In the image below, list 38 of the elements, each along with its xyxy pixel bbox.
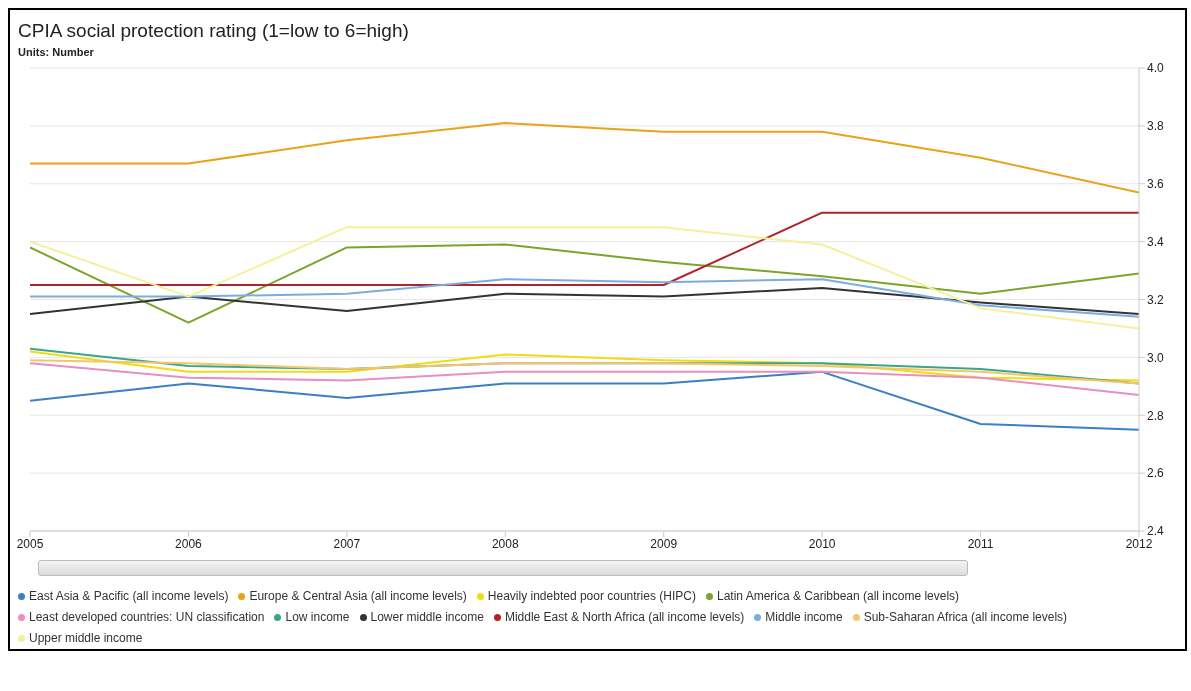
x-tick-label: 2012 (1125, 536, 1153, 551)
y-tick-label: 3.4 (1147, 234, 1165, 249)
x-tick-label: 2010 (808, 536, 836, 551)
legend-label: Lower middle income (369, 609, 484, 626)
y-tick-label: 3.2 (1147, 292, 1165, 307)
x-tick-label: 2007 (333, 536, 361, 551)
y-tick-label: 3.0 (1147, 350, 1165, 365)
y-tick-label: 3.8 (1147, 119, 1165, 134)
line-series (30, 286, 1139, 315)
chart-title: CPIA social protection rating (1=low to 6=high) (17, 19, 410, 43)
line-series (30, 226, 1139, 330)
y-tick-label: 2.4 (1147, 524, 1165, 539)
line-series (30, 278, 1139, 318)
x-tick-label: 2008 (491, 536, 519, 551)
legend-label: Low income (284, 609, 350, 626)
line-series (30, 121, 1139, 194)
legend-label: Upper middle income (28, 630, 143, 647)
y-tick-label: 3.6 (1147, 177, 1165, 192)
legend-label: Europe & Central Asia (all income levels) (248, 588, 467, 605)
x-tick-label: 2005 (16, 536, 44, 551)
legend-label: Middle income (764, 609, 843, 626)
legend-label: Latin America & Caribbean (all income levels) (715, 588, 960, 605)
x-tick-label: 2011 (967, 536, 994, 551)
legend-label: Least developed countries: UN classification (28, 609, 265, 626)
chart-subtitle: Units: Number (17, 45, 95, 60)
y-tick-label: 4.0 (1147, 61, 1165, 76)
line-series (30, 243, 1139, 324)
x-tick-label: 2009 (650, 536, 678, 551)
legend-label: Sub-Saharan Africa (all income levels) (862, 609, 1068, 626)
line-series (30, 359, 1139, 385)
line-series (30, 370, 1139, 431)
line-series (30, 362, 1139, 396)
x-tick-label: 2006 (175, 536, 203, 551)
legend-label: East Asia & Pacific (all income levels) (28, 588, 229, 605)
legend-label: Heavily indebted poor countries (HIPC) (486, 588, 696, 605)
y-tick-label: 2.8 (1147, 408, 1165, 423)
legend-label: Middle East & North Africa (all income levels) (503, 609, 745, 626)
y-tick-label: 2.6 (1147, 466, 1165, 481)
